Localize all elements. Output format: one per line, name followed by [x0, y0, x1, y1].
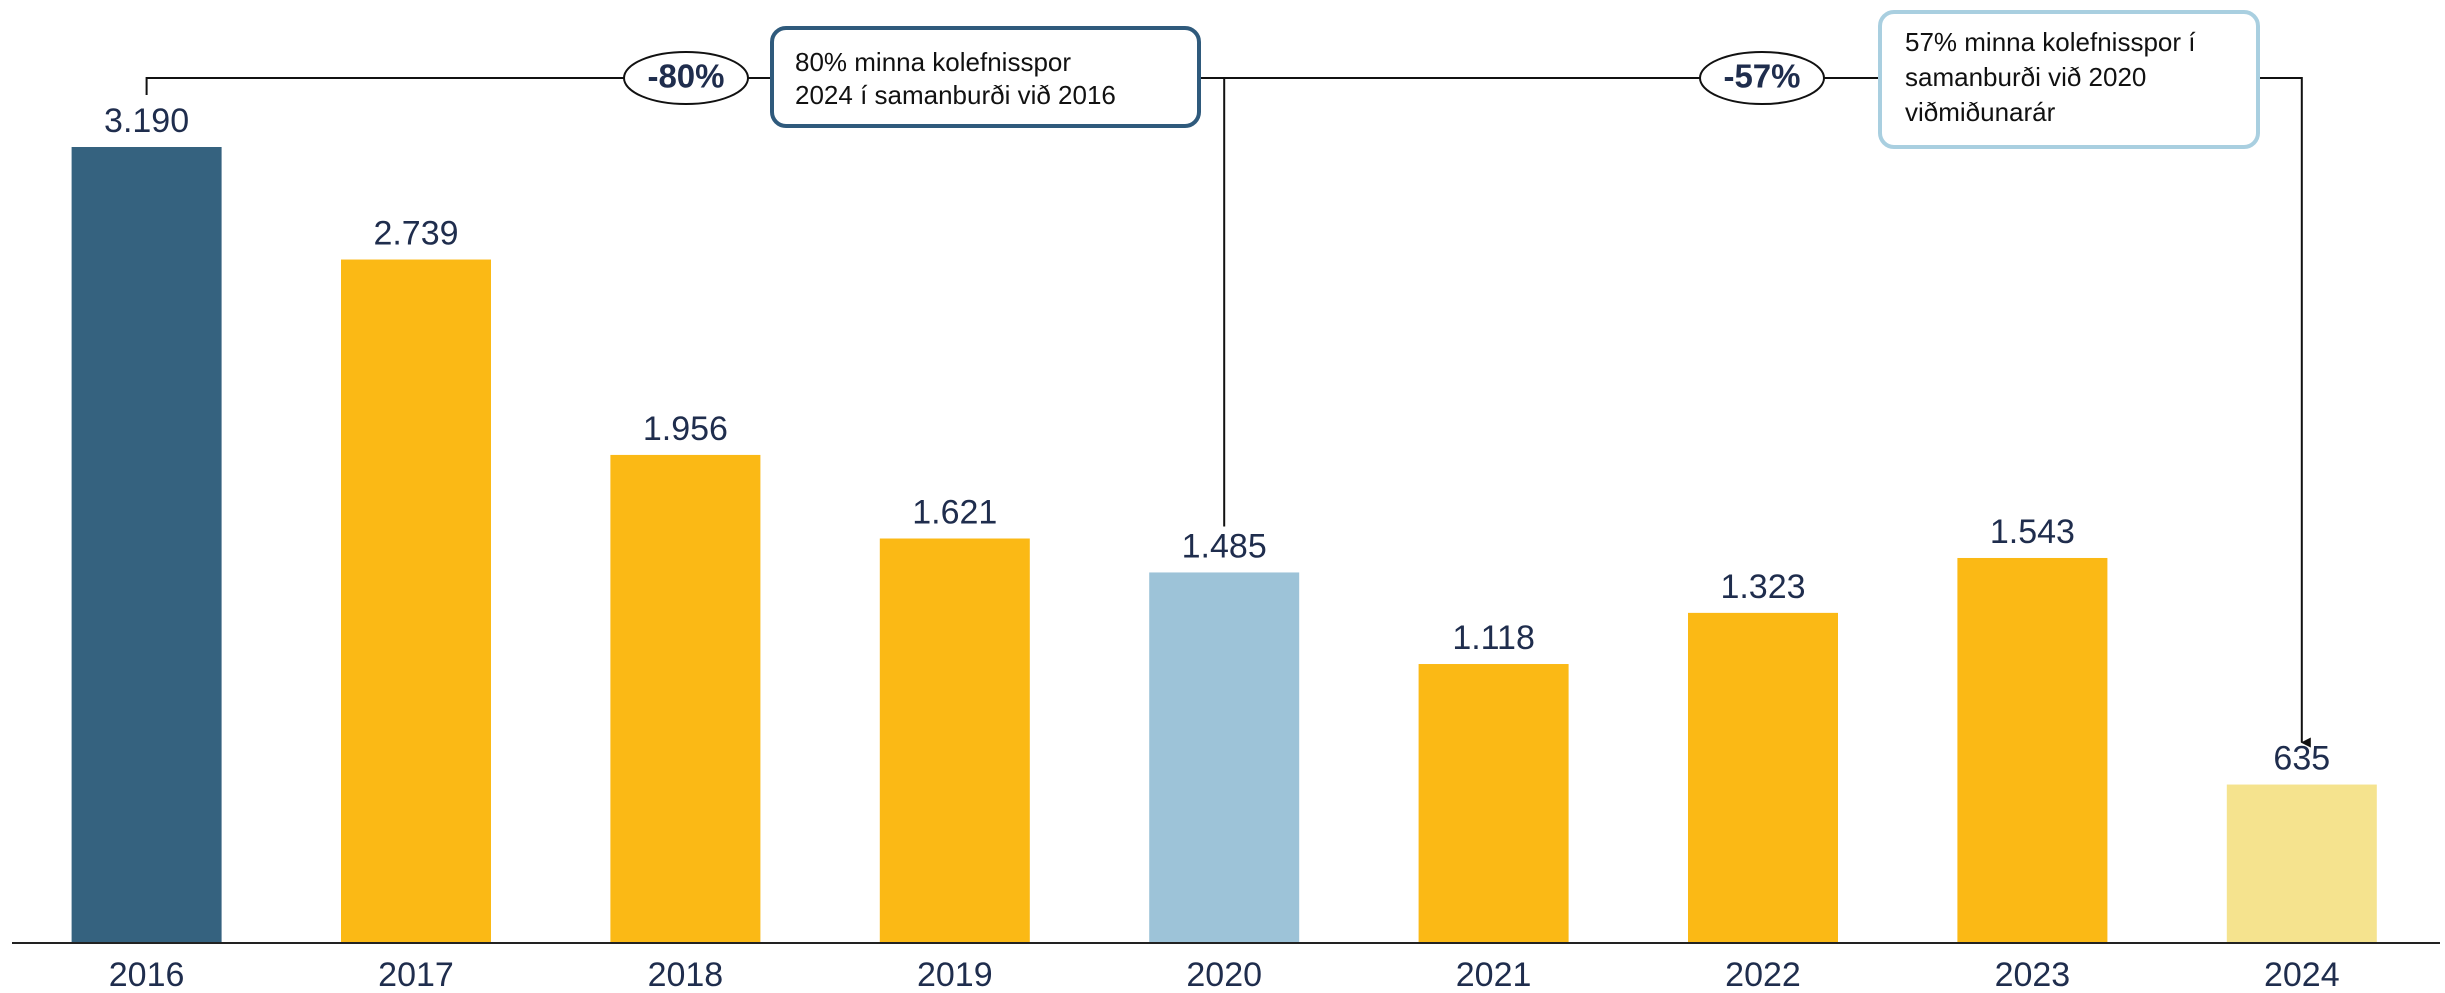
bar [1957, 557, 2108, 943]
bar [341, 259, 491, 943]
note-text: samanburði við 2020 [1905, 62, 2146, 92]
x-tick-label: 2016 [109, 956, 185, 993]
bar [1418, 664, 1569, 943]
note-text: 2024 í samanburði við 2016 [795, 80, 1116, 110]
bar [879, 538, 1030, 943]
x-tick-label: 2017 [378, 956, 454, 993]
value-label: 1.485 [1182, 527, 1267, 565]
bar [2226, 784, 2377, 943]
badge-ellipse [623, 51, 749, 105]
value-label: 1.323 [1720, 568, 1805, 606]
bar [71, 147, 222, 943]
value-label: 1.543 [1990, 513, 2075, 551]
badge-ellipse [1699, 51, 1825, 105]
note-text: 57% minna kolefnisspor í [1905, 27, 2196, 57]
value-label: 1.621 [912, 493, 997, 531]
value-label: 635 [2273, 740, 2330, 778]
x-tick-label: 2019 [917, 956, 993, 993]
bar [1149, 572, 1300, 943]
x-tick-label: 2018 [648, 956, 724, 993]
value-label: 1.956 [643, 410, 728, 448]
x-tick-label: 2023 [1995, 956, 2071, 993]
note-text: viðmiðunarár [1905, 97, 2056, 127]
x-tick-label: 2021 [1456, 956, 1532, 993]
badge-text: -80% [647, 58, 724, 95]
badge-text: -57% [1723, 58, 1800, 95]
value-label: 2.739 [373, 215, 458, 253]
note-text: 80% minna kolefnisspor [795, 47, 1071, 77]
x-tick-label: 2020 [1186, 956, 1262, 993]
x-tick-label: 2022 [1725, 956, 1801, 993]
value-label: 3.190 [104, 102, 189, 140]
bar [1688, 612, 1838, 943]
note-box [770, 26, 1201, 128]
x-tick-label: 2024 [2264, 956, 2340, 993]
note-box [1878, 10, 2260, 149]
value-label: 1.118 [1452, 619, 1535, 657]
bar [610, 454, 761, 943]
